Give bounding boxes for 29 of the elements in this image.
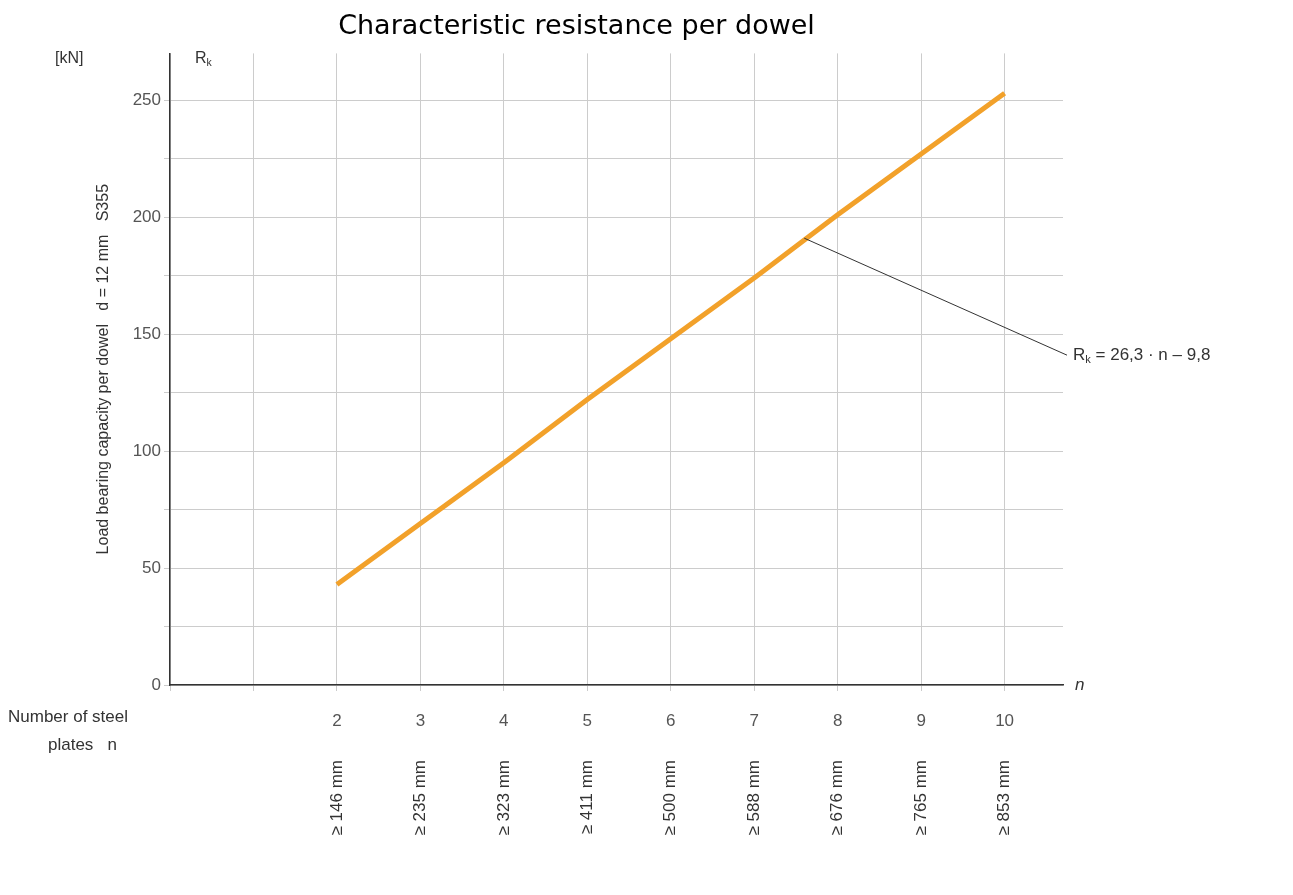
x-axis-title: n (1075, 674, 1085, 694)
x-tick-label: 2 (332, 710, 342, 730)
y-tick-label: 0 (151, 674, 161, 694)
y-tick-label: 200 (132, 206, 161, 226)
chart-title: Characteristic resistance per dowel (338, 9, 815, 41)
y-axis-title: Load bearing capacity per dowel d = 12 mm S355 (94, 183, 112, 555)
x-tick-label: 10 (995, 710, 1015, 730)
y-tick-label: 250 (132, 89, 161, 109)
text: ≥ 500 mm (660, 759, 680, 836)
y-tick-label: 50 (142, 557, 161, 577)
x-tick-label: 5 (582, 710, 593, 730)
text: ≥ 676 mm (827, 759, 847, 836)
text: ≥ 146 mm (326, 759, 346, 836)
text: ≥ 853 mm (994, 759, 1014, 836)
x-tick-label: 9 (916, 710, 926, 730)
x-tick-label: 3 (415, 710, 426, 730)
y-tick-label: 150 (132, 323, 161, 343)
y-tick-label: 100 (132, 440, 161, 460)
text: ≥ 235 mm (410, 759, 430, 836)
text: ≥ 765 mm (910, 759, 930, 836)
x-tick-label: 7 (749, 710, 759, 730)
text: ≥ 323 mm (493, 759, 513, 836)
text: ≥ 588 mm (743, 759, 763, 836)
x-tick-label: 8 (832, 710, 843, 730)
text: ≥ 411 mm (576, 760, 596, 835)
text: [kN] (55, 48, 84, 66)
text: Number of steel plates n (8, 706, 128, 754)
x-tick-label: 6 (666, 710, 676, 730)
x-tick-label: 4 (499, 710, 509, 730)
